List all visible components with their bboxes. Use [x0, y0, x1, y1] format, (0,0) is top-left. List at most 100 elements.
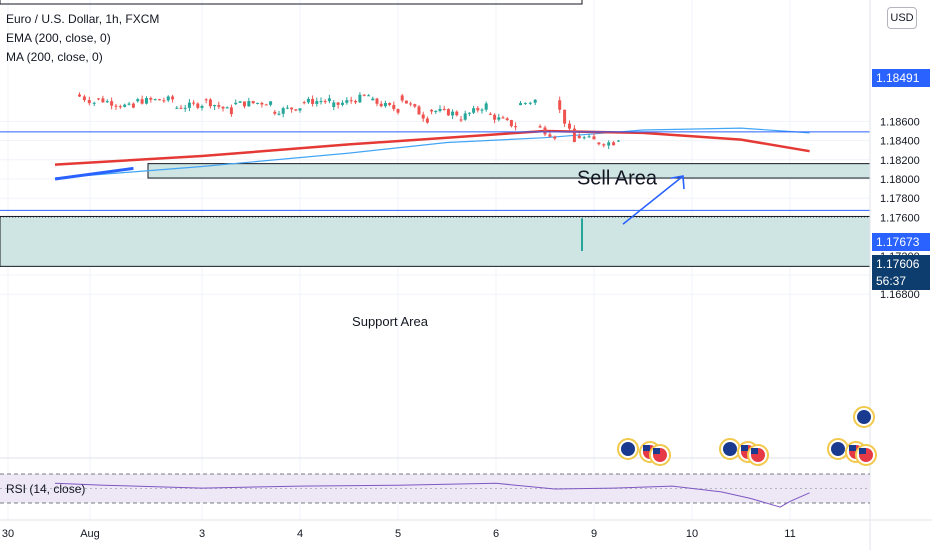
candle-body: [153, 99, 157, 101]
trend-line: [54, 166, 134, 181]
candle-body: [404, 100, 408, 104]
candle-body: [256, 102, 260, 104]
candle-body: [247, 101, 251, 107]
sell-area-label: Sell Area: [577, 168, 658, 190]
candle-body: [242, 101, 246, 107]
ema-legend[interactable]: EMA (200, close, 0): [6, 31, 111, 45]
x-tick-label: 6: [493, 528, 499, 540]
candlestick-series[interactable]: [78, 92, 620, 251]
candle-body: [273, 111, 277, 114]
candle-body: [434, 111, 438, 113]
candle-body: [118, 106, 122, 108]
candle-body: [123, 104, 127, 107]
candle-body: [92, 102, 96, 104]
bar-countdown: 56:37: [872, 272, 930, 290]
candle-body: [523, 102, 527, 104]
candle-body: [302, 102, 306, 104]
candle-body: [442, 108, 446, 110]
candle-body: [514, 126, 518, 128]
candle-body: [204, 99, 208, 101]
ma-legend[interactable]: MA (200, close, 0): [6, 50, 103, 64]
candle-body: [587, 136, 591, 138]
candle-body: [105, 101, 109, 103]
candle-body: [336, 102, 340, 105]
chart-legend: Euro / U.S. Dollar, 1h, FXCM EMA (200, c…: [6, 10, 159, 67]
candle-body: [425, 118, 429, 123]
candle-body: [509, 120, 513, 127]
ema-200-line: [54, 129, 810, 166]
candle-body: [413, 104, 417, 107]
candle-body: [597, 142, 601, 145]
x-tick-label: 3: [199, 528, 205, 540]
x-tick-label: 4: [297, 528, 303, 540]
y-tick-label: 1.18400: [880, 136, 920, 148]
price-tag-line: 1.17673: [872, 233, 930, 251]
y-tick-label: 1.18000: [880, 174, 920, 186]
candle-body: [533, 99, 537, 103]
candle-body: [400, 95, 404, 101]
candle-body: [371, 98, 375, 101]
support-area-label: Support Area: [352, 314, 429, 329]
y-tick-label: 1.17600: [880, 212, 920, 224]
candle-body: [298, 108, 302, 111]
candle-body: [131, 103, 135, 108]
candle-body: [438, 108, 442, 112]
eu-flag-icon: [857, 410, 871, 424]
candle-body: [563, 109, 567, 124]
candle-body: [294, 109, 298, 111]
candle-body: [472, 108, 476, 113]
us-flag-icon: [849, 445, 856, 451]
candle-body: [484, 103, 488, 110]
candle-body: [192, 102, 196, 104]
candle-body: [221, 106, 225, 109]
candle-body: [260, 102, 264, 105]
candle-body: [136, 99, 140, 102]
currency-button[interactable]: USD: [887, 7, 917, 29]
candle-body: [568, 123, 571, 129]
candle-body: [396, 109, 400, 113]
economic-events[interactable]: [617, 406, 877, 466]
candle-body: [354, 100, 358, 103]
us-flag-icon: [653, 448, 660, 454]
candle-body: [379, 103, 383, 107]
candle-body: [548, 134, 552, 137]
candle-body: [446, 109, 450, 116]
candle-body: [225, 107, 229, 109]
candle-body: [493, 114, 497, 120]
candle-body: [388, 103, 392, 105]
candle-body: [162, 100, 166, 102]
candle-body: [459, 119, 463, 121]
candle-body: [417, 106, 421, 115]
eu-flag-icon: [621, 442, 635, 456]
candle-body: [213, 105, 217, 107]
symbol-title[interactable]: Euro / U.S. Dollar, 1h, FXCM: [6, 12, 160, 26]
candle-body: [238, 101, 242, 103]
candle-body: [612, 142, 616, 146]
candle-body: [430, 109, 434, 112]
candle-body: [97, 98, 101, 100]
x-tick-label: 11: [784, 528, 795, 540]
candle-body: [467, 112, 471, 114]
candle-body: [476, 108, 480, 111]
candle-body: [345, 100, 349, 103]
candle-body: [367, 95, 371, 97]
candle-body: [208, 99, 212, 107]
rsi-line: [54, 482, 810, 508]
candle-body: [82, 96, 86, 101]
candle-body: [463, 113, 467, 120]
candle-body: [519, 103, 522, 106]
y-tick-label: 1.17800: [880, 193, 920, 205]
candle-body: [538, 126, 542, 128]
candle-body: [179, 107, 183, 109]
rsi-legend[interactable]: RSI (14, close): [6, 482, 86, 496]
x-tick-label: Aug: [80, 528, 100, 540]
candle-body: [543, 127, 547, 135]
top-zone: [0, 0, 583, 5]
candle-body: [149, 98, 153, 100]
candle-body: [140, 99, 144, 104]
candle-body: [349, 100, 353, 102]
x-tick-label: 5: [395, 528, 401, 540]
candle-body: [323, 101, 327, 103]
